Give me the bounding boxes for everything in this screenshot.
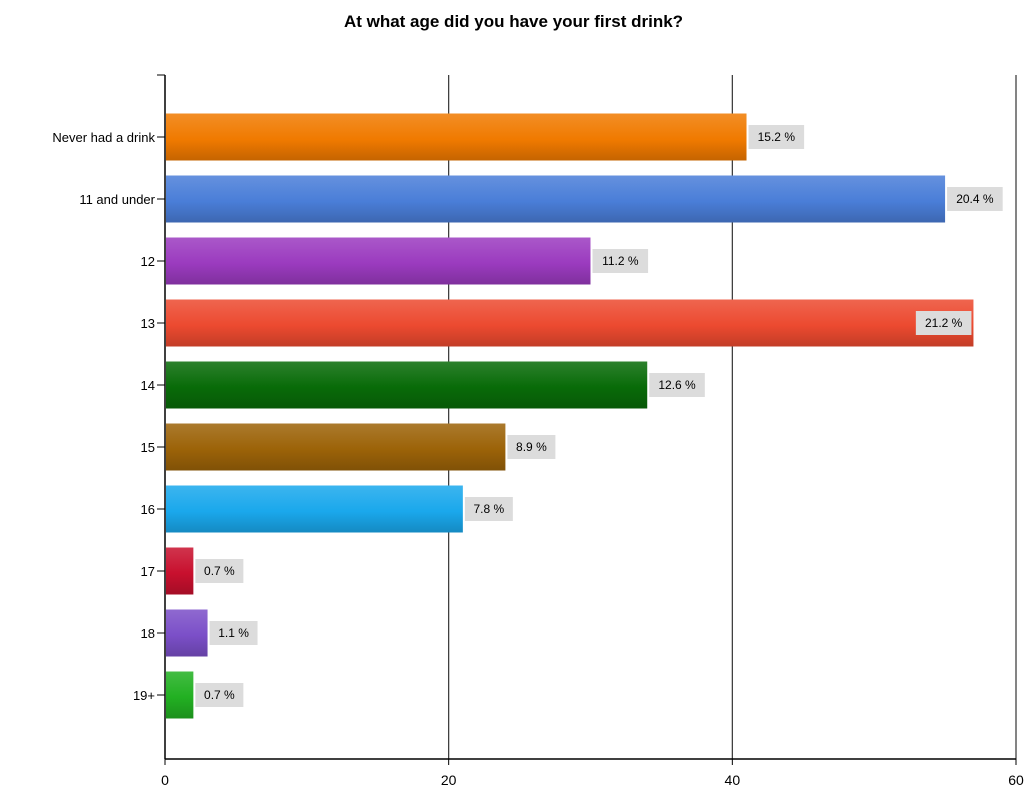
- value-label-box-7: [195, 559, 244, 583]
- value-label-1: 20.4 %: [956, 192, 994, 206]
- bar-6: [166, 485, 463, 533]
- value-label-9: 0.7 %: [204, 688, 235, 702]
- bar-1: [166, 175, 946, 223]
- value-label-6: 7.8 %: [474, 502, 505, 516]
- bars: [166, 113, 974, 719]
- value-label-0: 15.2 %: [758, 130, 796, 144]
- labels: 15.2 % 20.4 % 11.2 % 21.2 % 12.6 % 8.9 % 7.8 %…: [195, 125, 1003, 707]
- value-label-box-2: [592, 249, 649, 273]
- value-label-2: 11.2 %: [602, 254, 639, 268]
- category-label-5: 15: [141, 440, 155, 455]
- value-label-5: 8.9 %: [516, 440, 547, 454]
- bar-2: [166, 237, 591, 285]
- value-label-box-9: [195, 683, 244, 707]
- x-tick-label-0: 0: [161, 772, 169, 788]
- value-label-box-5: [507, 435, 556, 459]
- bar-9: [166, 671, 194, 719]
- category-label-9: 19+: [133, 688, 155, 703]
- value-label-8: 1.1 %: [218, 626, 249, 640]
- x-tick-label-20: 20: [441, 772, 457, 788]
- bar-5: [166, 423, 506, 471]
- chart-title: At what age did you have your first drin…: [343, 12, 684, 31]
- value-label-7: 0.7 %: [204, 564, 235, 578]
- category-label-6: 16: [141, 502, 155, 517]
- axes: 0 20 40 60 Never had a drink 11 and under 12 13…: [52, 74, 1024, 788]
- category-label-3: 13: [141, 316, 155, 331]
- bar-0: [166, 113, 747, 161]
- value-label-box-0: [748, 125, 805, 149]
- category-label-2: 12: [141, 254, 155, 269]
- value-label-box-4: [649, 373, 705, 397]
- value-label-box-8: [209, 621, 258, 645]
- x-tick-label-60: 60: [1008, 772, 1024, 788]
- category-label-4: 14: [141, 378, 155, 393]
- value-label-4: 12.6 %: [658, 378, 696, 392]
- value-label-box-1: [947, 187, 1003, 211]
- bar-4: [166, 361, 648, 409]
- x-tick-label-40: 40: [725, 772, 741, 788]
- bar-8: [166, 609, 208, 657]
- category-label-8: 18: [141, 626, 155, 641]
- value-label-box-3: [915, 311, 972, 335]
- value-label-3: 21.2 %: [925, 316, 963, 330]
- category-label-0: Never had a drink: [52, 130, 155, 145]
- bar-7: [166, 547, 194, 595]
- category-label-7: 17: [141, 564, 155, 579]
- value-label-box-6: [464, 497, 513, 521]
- category-label-1: 11 and under: [79, 192, 155, 207]
- bar-3: [166, 299, 974, 347]
